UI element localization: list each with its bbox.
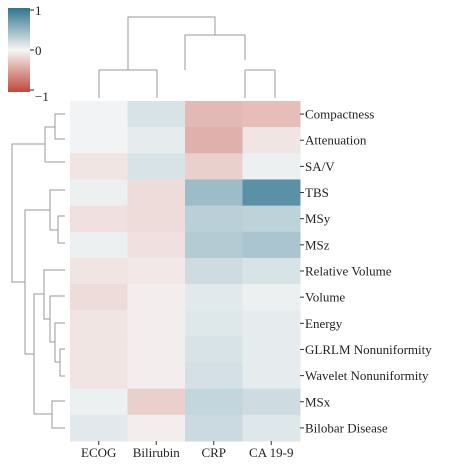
heatmap-cell	[70, 231, 128, 259]
heatmap-cell	[185, 101, 243, 128]
dendro-row-link-3	[57, 215, 65, 244]
y-tick-label: TBS	[305, 185, 329, 200]
heatmap-cell	[127, 388, 186, 416]
y-tick-label: Compactness	[305, 107, 374, 122]
heatmap-cell	[70, 179, 128, 207]
y-tick-label: SA/V	[305, 159, 335, 174]
heatmap-cell	[127, 153, 186, 180]
heatmap-cell	[242, 362, 301, 390]
dendro-row-link-8	[43, 269, 65, 320]
dendro-row-link-root	[11, 143, 45, 283]
x-tick-label: Bilirubin	[133, 445, 180, 460]
heatmap-cell	[70, 310, 128, 337]
column-dendrogram	[98, 16, 276, 98]
heatmap-cell	[242, 414, 301, 442]
x-tick-label: ECOG	[81, 445, 116, 460]
heatmap-cell	[185, 257, 243, 285]
x-tick-label: CRP	[201, 445, 226, 460]
heatmap-cell	[70, 257, 128, 285]
heatmap-cell	[242, 336, 301, 364]
y-tick-label: Attenuation	[305, 133, 367, 148]
heatmap-cell	[242, 257, 301, 285]
heatmap-cell	[70, 127, 128, 154]
heatmap-cell	[242, 284, 301, 311]
heatmap-cell	[185, 310, 243, 337]
colorbar-label-min: −1	[35, 89, 49, 104]
colorbar-gradient	[8, 8, 30, 92]
x-tick-label: CA 19-9	[249, 445, 293, 460]
dendro-row-link-5	[59, 348, 65, 377]
heatmap-cell	[185, 362, 243, 390]
dendro-row-link-11	[24, 209, 50, 355]
heatmap-cell	[185, 205, 243, 233]
row-dendrogram	[11, 113, 65, 429]
heatmap-cell	[242, 310, 301, 337]
dendro-link-crp-ca199	[244, 69, 276, 98]
heatmap-cell	[70, 101, 128, 128]
heatmap-cell	[185, 414, 243, 442]
colorbar-label-mid: 0	[35, 43, 42, 58]
heatmap-cell	[242, 179, 301, 207]
y-tick-label: Bilobar Disease	[305, 420, 388, 435]
colorbar-label-max: 1	[35, 3, 42, 18]
heatmap-cell	[127, 231, 186, 259]
heatmap-cell	[70, 414, 128, 442]
dendro-row-link-10	[33, 293, 52, 415]
heatmap-cell	[70, 153, 128, 180]
heatmap-cell	[185, 153, 243, 180]
y-tick-label: MSz	[305, 237, 330, 252]
y-tick-label: Energy	[305, 316, 343, 331]
dendro-link-root-right	[184, 34, 246, 70]
heatmap-cell	[127, 205, 186, 233]
heatmap-cell	[185, 388, 243, 416]
y-tick-label: MSy	[305, 211, 331, 226]
dendro-row-link-9	[51, 400, 65, 429]
heatmap-cell	[242, 231, 301, 259]
heatmap-cells	[70, 101, 301, 442]
heatmap-cell	[127, 179, 186, 207]
heatmap-cell	[185, 179, 243, 207]
heatmap-cell	[185, 231, 243, 259]
heatmap-cell	[185, 284, 243, 311]
y-tick-label: Volume	[305, 290, 345, 305]
heatmap-cell	[70, 336, 128, 364]
heatmap-cell	[127, 127, 186, 154]
heatmap-cell	[70, 284, 128, 311]
heatmap-cell	[127, 414, 186, 442]
heatmap-cell	[127, 101, 186, 128]
y-tick-label: Wavelet Nonuniformity	[305, 368, 429, 383]
y-tick-label: GLRLM Nonuniformity	[305, 342, 432, 357]
heatmap-cell	[185, 127, 243, 154]
heatmap-cell	[127, 257, 186, 285]
heatmap-cell	[70, 388, 128, 416]
y-tick-label: MSx	[305, 394, 331, 409]
heatmap-cell	[127, 362, 186, 390]
heatmap-cell	[242, 101, 301, 128]
heatmap-cell	[70, 362, 128, 390]
heatmap-cell	[242, 127, 301, 154]
heatmap-cell	[127, 336, 186, 364]
heatmap-cell	[127, 284, 186, 311]
heatmap-cell	[242, 205, 301, 233]
y-tick-label: Relative Volume	[305, 264, 392, 279]
heatmap-cell	[242, 153, 301, 180]
y-axis-tick-labels: Compactness Attenuation SA/V TBS MSy MSz Relat…	[300, 107, 432, 435]
dendro-link-ecog-bilirubin	[98, 69, 158, 98]
dendro-link-root-left	[127, 16, 216, 70]
heatmap-cell	[127, 310, 186, 337]
dendro-row-link-7	[49, 295, 65, 343]
dendro-row-link-1	[54, 113, 65, 140]
colorbar: 1 0 −1	[8, 3, 49, 104]
heatmap-cell	[242, 388, 301, 416]
x-axis-tick-labels: ECOG Bilirubin CRP CA 19-9	[81, 441, 293, 460]
heatmap-cell	[70, 205, 128, 233]
heatmap-cell	[185, 336, 243, 364]
